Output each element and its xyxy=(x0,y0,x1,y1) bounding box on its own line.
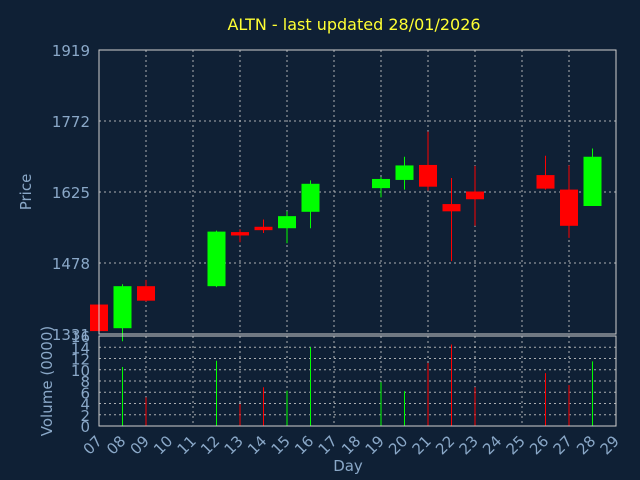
volume-y-tick-label: 12 xyxy=(71,351,90,369)
price-y-tick-label: 1919 xyxy=(52,42,90,60)
price-y-tick-label: 1478 xyxy=(52,255,90,273)
volume-bars xyxy=(98,344,593,426)
candle-down xyxy=(466,191,484,200)
volume-y-tick-label: 0 xyxy=(80,418,90,436)
volume-y-tick-label: 10 xyxy=(71,362,90,380)
price-plot-frame xyxy=(98,49,617,335)
candle-up xyxy=(395,165,414,180)
candle-up xyxy=(301,183,320,212)
volume-axis-label: Volume (0000) xyxy=(38,326,56,436)
x-axis-label: Day xyxy=(333,457,363,475)
volume-y-tick-label: 6 xyxy=(80,384,90,402)
x-tick-labels: 0708091011121314151617181920212223242526… xyxy=(80,432,623,458)
candle-down xyxy=(536,175,555,189)
candle-down xyxy=(442,204,461,212)
candle-down xyxy=(137,286,155,301)
price-axis-label: Price xyxy=(17,174,35,211)
volume-plot-frame xyxy=(98,335,617,427)
candle-down xyxy=(560,189,578,226)
candle-up xyxy=(278,216,296,229)
volume-y-tick-label: 2 xyxy=(80,407,90,425)
candle-down xyxy=(231,232,249,236)
candle-up xyxy=(113,286,132,329)
candle-up xyxy=(583,156,602,207)
volume-y-tick-label: 4 xyxy=(80,396,90,414)
candle-up xyxy=(372,178,390,189)
price-y-tick-label: 1772 xyxy=(52,113,90,131)
price-y-tick-label: 1625 xyxy=(52,184,90,202)
candle-up xyxy=(207,231,226,287)
chart-title: ALTN - last updated 28/01/2026 xyxy=(227,15,480,34)
price-candles xyxy=(90,131,602,342)
price-y-tick-labels: 1919 1772 1625 1478 1331 xyxy=(52,42,90,344)
candle-down xyxy=(419,164,437,187)
candle-down xyxy=(254,226,273,231)
volume-y-tick-label: 8 xyxy=(80,373,90,391)
price-y-tick-label: 1331 xyxy=(52,326,90,344)
volume-y-tick-label: 14 xyxy=(71,339,90,357)
volume-y-tick-label: 16 xyxy=(71,328,90,346)
